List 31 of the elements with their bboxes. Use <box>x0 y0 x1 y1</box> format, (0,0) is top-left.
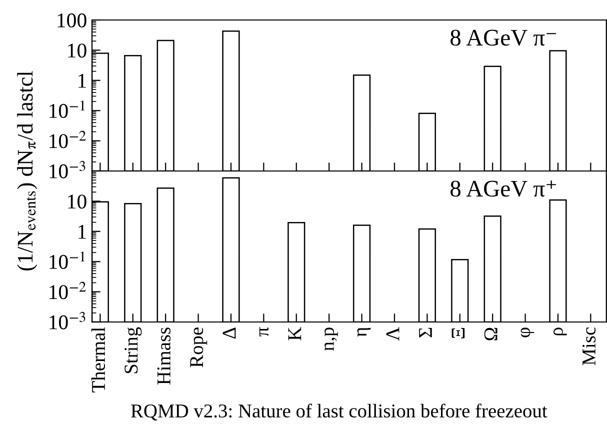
y-tick-label: 1 <box>78 224 86 239</box>
y-axis-title: (1/N$_{events}$) dN$_{π}$/d lastcl <box>17 71 38 270</box>
y-tick-label: 10$^{−1}$ <box>50 100 85 118</box>
y-tick-label: 10$^{−2}$ <box>50 282 86 300</box>
x-tick-label: φ <box>520 328 534 338</box>
x-tick-label: K <box>288 327 302 340</box>
x-tick-label: String <box>124 327 142 374</box>
x-tick-label: π <box>259 327 269 336</box>
x-tick-label: Δ <box>222 328 236 339</box>
x-tick-label: η <box>357 328 371 337</box>
x-tick-label: Ω <box>484 328 498 340</box>
y-tick-label: 10$^{−3}$ <box>50 312 86 330</box>
y-tick-label: 10$^{−1}$ <box>50 252 85 269</box>
x-tick-label: Rope <box>190 328 208 368</box>
x-tick-label: Σ <box>419 328 432 338</box>
x-axis-title: RQMD v2.3: Nature of last collision before freezeout <box>131 404 548 420</box>
x-tick-label: Ξ <box>452 328 465 338</box>
x-tick-label: Thermal <box>91 327 106 392</box>
annotation: 8 AGeV π⁻ <box>450 30 556 46</box>
y-tick-label: 10 <box>68 44 86 58</box>
x-tick-label: Himass <box>157 328 170 385</box>
y-tick-label: 100 <box>58 13 86 28</box>
y-tick-label: 1 <box>78 74 86 88</box>
x-tick-label: Λ <box>386 327 400 341</box>
y-tick-label: 10 <box>68 194 86 209</box>
annotation: 8 AGeV π⁺ <box>450 180 556 197</box>
x-tick-label: ρ <box>554 328 567 336</box>
y-tick-label: 10$^{−2}$ <box>50 130 86 148</box>
x-tick-label: Misc <box>582 327 596 366</box>
x-tick-label: n,p <box>324 328 338 351</box>
y-tick-label: 10$^{−3}$ <box>50 160 86 178</box>
